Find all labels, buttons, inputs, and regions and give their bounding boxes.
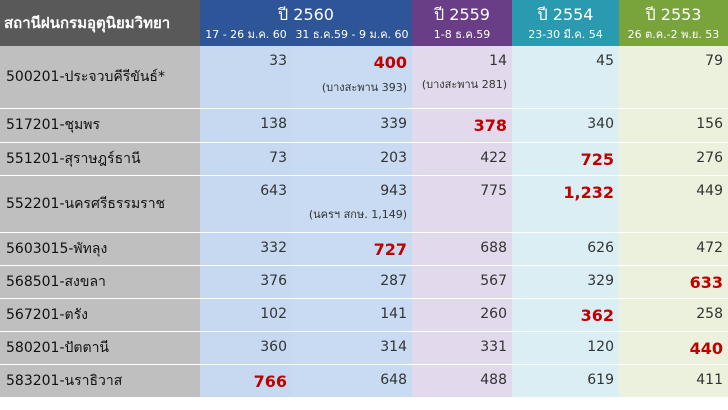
rainfall-2560-dec: 648 (292, 364, 412, 398)
rainfall-2559: 567 (412, 265, 512, 299)
year-2553-header: ปี 2553 (619, 0, 728, 27)
rainfall-2553: 440 (619, 331, 728, 365)
table-row: 583201-นราธิวาส 766 648 488 619 411 (0, 364, 728, 398)
rainfall-2553: 156 (619, 108, 728, 143)
rainfall-2554: 362 (512, 298, 619, 332)
rainfall-note: (นครฯ สกษ. 1,149) (308, 207, 407, 221)
rainfall-2553: 472 (619, 232, 728, 266)
station-name: 517201-ชุมพร (0, 108, 200, 143)
date-range-2560-dec: 31 ธ.ค.59 - 9 ม.ค. 60 (292, 26, 412, 46)
year-2559-header: ปี 2559 (412, 0, 512, 27)
rainfall-2560-jan: 73 (200, 142, 292, 176)
year-2560-header: ปี 2560 (200, 0, 412, 27)
rainfall-2560-dec: 400 (บางสะพาน 393) (292, 46, 412, 109)
station-name: 583201-นราธิวาส (0, 364, 200, 398)
rainfall-note: (บางสะพาน 393) (321, 81, 407, 94)
rainfall-2560-jan: 138 (200, 108, 292, 143)
rainfall-2560-jan: 102 (200, 298, 292, 332)
date-range-2553: 26 ต.ค.-2 พ.ย. 53 (619, 26, 728, 46)
rainfall-2559: 775 (412, 175, 512, 233)
station-name: 500201-ประจวบคีรีขันธ์* (0, 46, 200, 109)
rainfall-2560-dec: 727 (292, 232, 412, 266)
year-2554-header: ปี 2554 (512, 0, 619, 27)
rainfall-2553: 276 (619, 142, 728, 176)
station-column-header: สถานีฝนกรมอุตุนิยมวิทยา (0, 0, 200, 46)
rainfall-2554: 1,232 (512, 175, 619, 233)
rainfall-2559: 422 (412, 142, 512, 176)
table-row: 517201-ชุมพร 138 339 378 340 156 (0, 108, 728, 143)
table-row: 552201-นครศรีธรรมราช 643 943 (นครฯ สกษ. 1… (0, 175, 728, 233)
date-range-2554: 23-30 มี.ค. 54 (512, 26, 619, 46)
rainfall-2560-dec: 287 (292, 265, 412, 299)
rainfall-2554: 619 (512, 364, 619, 398)
station-name: 568501-สงขลา (0, 265, 200, 299)
rainfall-2553: 411 (619, 364, 728, 398)
station-name: 5603015-พัทลุง (0, 232, 200, 266)
station-name: 551201-สุราษฎร์ธานี (0, 142, 200, 176)
rainfall-2560-jan: 332 (200, 232, 292, 266)
rainfall-2560-dec: 314 (292, 331, 412, 365)
table-row: 5603015-พัทลุง 332 727 688 626 472 (0, 232, 728, 266)
rainfall-2560-dec: 141 (292, 298, 412, 332)
rainfall-2559: 688 (412, 232, 512, 266)
date-range-2559: 1-8 ธ.ค.59 (412, 26, 512, 46)
table-row: 567201-ตรัง 102 141 260 362 258 (0, 298, 728, 332)
rainfall-2554: 725 (512, 142, 619, 176)
table-row: 551201-สุราษฎร์ธานี 73 203 422 725 276 (0, 142, 728, 176)
rainfall-2560-jan: 360 (200, 331, 292, 365)
table-row: 568501-สงขลา 376 287 567 329 633 (0, 265, 728, 299)
rainfall-2553: 258 (619, 298, 728, 332)
table-row: 500201-ประจวบคีรีขันธ์* 33 400 (บางสะพาน … (0, 46, 728, 109)
rainfall-2560-dec: 943 (นครฯ สกษ. 1,149) (292, 175, 412, 233)
rainfall-2560-jan: 376 (200, 265, 292, 299)
rainfall-2560-dec: 203 (292, 142, 412, 176)
rainfall-2554: 329 (512, 265, 619, 299)
date-range-2560-jan: 17 - 26 ม.ค. 60 (200, 26, 292, 46)
rainfall-2560-jan: 33 (200, 46, 292, 109)
table-header: สถานีฝนกรมอุตุนิยมวิทยา ปี 2560 ปี 2559 … (0, 0, 728, 46)
rainfall-2559: 378 (412, 108, 512, 143)
rainfall-2554: 626 (512, 232, 619, 266)
rainfall-note: (บางสะพาน 281) (421, 78, 507, 91)
rainfall-2553: 633 (619, 265, 728, 299)
rainfall-2560-jan: 643 (200, 175, 292, 233)
table-row: 580201-ปัตตานี 360 314 331 120 440 (0, 331, 728, 365)
table-body: 500201-ประจวบคีรีขันธ์* 33 400 (บางสะพาน … (0, 46, 728, 398)
rainfall-2559: 14 (บางสะพาน 281) (412, 46, 512, 109)
rainfall-2560-jan: 766 (200, 364, 292, 398)
rainfall-2554: 340 (512, 108, 619, 143)
rainfall-2553: 449 (619, 175, 728, 233)
rainfall-2559: 331 (412, 331, 512, 365)
station-name: 567201-ตรัง (0, 298, 200, 332)
rainfall-2559: 488 (412, 364, 512, 398)
rainfall-2554: 45 (512, 46, 619, 109)
station-name: 580201-ปัตตานี (0, 331, 200, 365)
rainfall-table: สถานีฝนกรมอุตุนิยมวิทยา ปี 2560 ปี 2559 … (0, 0, 728, 398)
rainfall-2553: 79 (619, 46, 728, 109)
rainfall-2559: 260 (412, 298, 512, 332)
rainfall-2554: 120 (512, 331, 619, 365)
station-name: 552201-นครศรีธรรมราช (0, 175, 200, 233)
rainfall-2560-dec: 339 (292, 108, 412, 143)
